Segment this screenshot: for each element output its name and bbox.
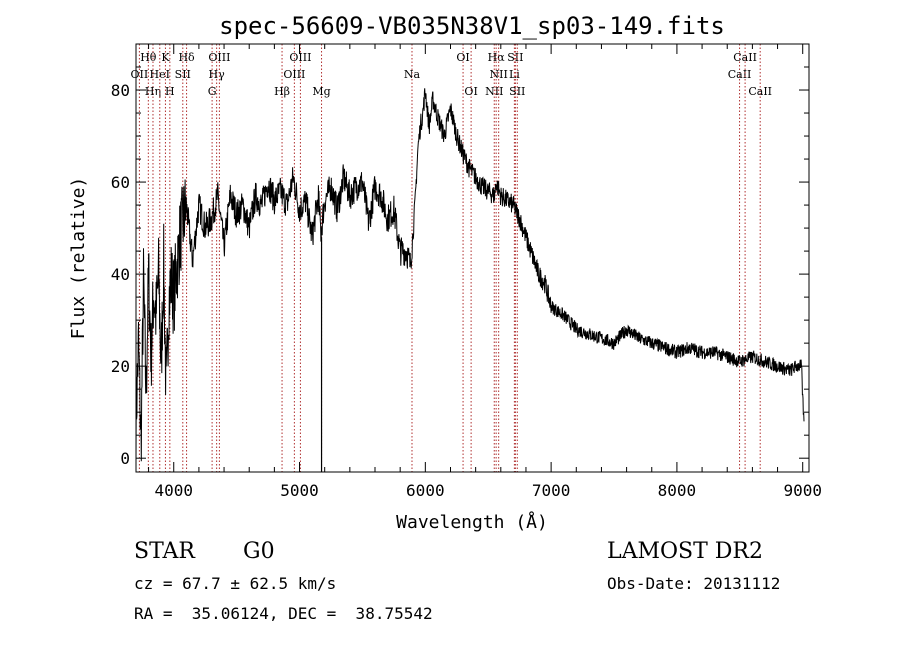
marker-label: H — [165, 85, 175, 98]
y-axis-label: Flux (relative) — [68, 177, 89, 340]
x-tick-label: 7000 — [532, 481, 571, 500]
marker-label: Na — [404, 68, 421, 81]
marker-label: NII — [490, 68, 508, 81]
y-tick-label: 60 — [111, 173, 130, 192]
marker-label: Hη — [145, 85, 161, 98]
x-axis-label: Wavelength (Å) — [396, 511, 548, 533]
redshift-velocity: cz = 67.7 ± 62.5 km/s — [134, 574, 337, 593]
y-tick-label: 20 — [111, 357, 130, 376]
marker-label: NII — [485, 85, 503, 98]
marker-label: CaII — [733, 51, 757, 64]
marker-label: SII — [509, 85, 525, 98]
x-tick-label: 4000 — [154, 481, 193, 500]
marker-label: HeI — [150, 68, 170, 81]
chart-title: spec-56609-VB035N38V1_sp03-149.fits — [219, 12, 725, 40]
marker-label: OIII — [289, 51, 311, 64]
marker-label: Hθ — [140, 51, 157, 64]
object-class: STAR — [134, 539, 195, 564]
axes: 4000 5000 6000 7000 8000 9000 0 20 40 60 80 — [111, 44, 822, 500]
plot-frame — [135, 43, 810, 473]
marker-label: Mg — [312, 85, 330, 98]
marker-label: Hγ — [209, 68, 226, 81]
spectrum-data — [135, 88, 805, 472]
survey-name: LAMOST DR2 — [607, 539, 763, 564]
marker-label: CaII — [728, 68, 752, 81]
marker-label: SII — [507, 51, 523, 64]
marker-label: Hα — [488, 51, 506, 64]
object-subclass: G0 — [243, 539, 275, 564]
marker-label: Hβ — [274, 85, 290, 98]
observation-date: Obs-Date: 20131112 — [607, 574, 781, 593]
marker-label: OI — [456, 51, 469, 64]
marker-label: SII — [175, 68, 191, 81]
y-tick-label: 80 — [111, 81, 130, 100]
spectrum-line — [135, 88, 805, 463]
x-tick-label: 9000 — [783, 481, 822, 500]
x-tick-label: 8000 — [658, 481, 697, 500]
marker-label: G — [208, 85, 217, 98]
marker-label: OIII — [283, 68, 305, 81]
x-tick-label: 6000 — [406, 481, 445, 500]
marker-label: OI — [464, 85, 477, 98]
x-tick-label: 5000 — [280, 481, 319, 500]
spectral-line-markers: HθOIIHηHeIKHSIIHδGHγOIIIHβOIIIOIIIMgNaOI… — [131, 44, 772, 472]
marker-label: CaII — [748, 85, 772, 98]
marker-label: OII — [131, 68, 149, 81]
marker-label: OIII — [208, 51, 230, 64]
y-tick-label: 0 — [120, 449, 130, 468]
marker-label: Hδ — [178, 51, 195, 64]
ra-dec-coordinates: RA = 35.06124, DEC = 38.75542 — [134, 604, 433, 623]
marker-label: K — [161, 51, 170, 64]
y-tick-label: 40 — [111, 265, 130, 284]
marker-label: Li — [509, 68, 520, 81]
